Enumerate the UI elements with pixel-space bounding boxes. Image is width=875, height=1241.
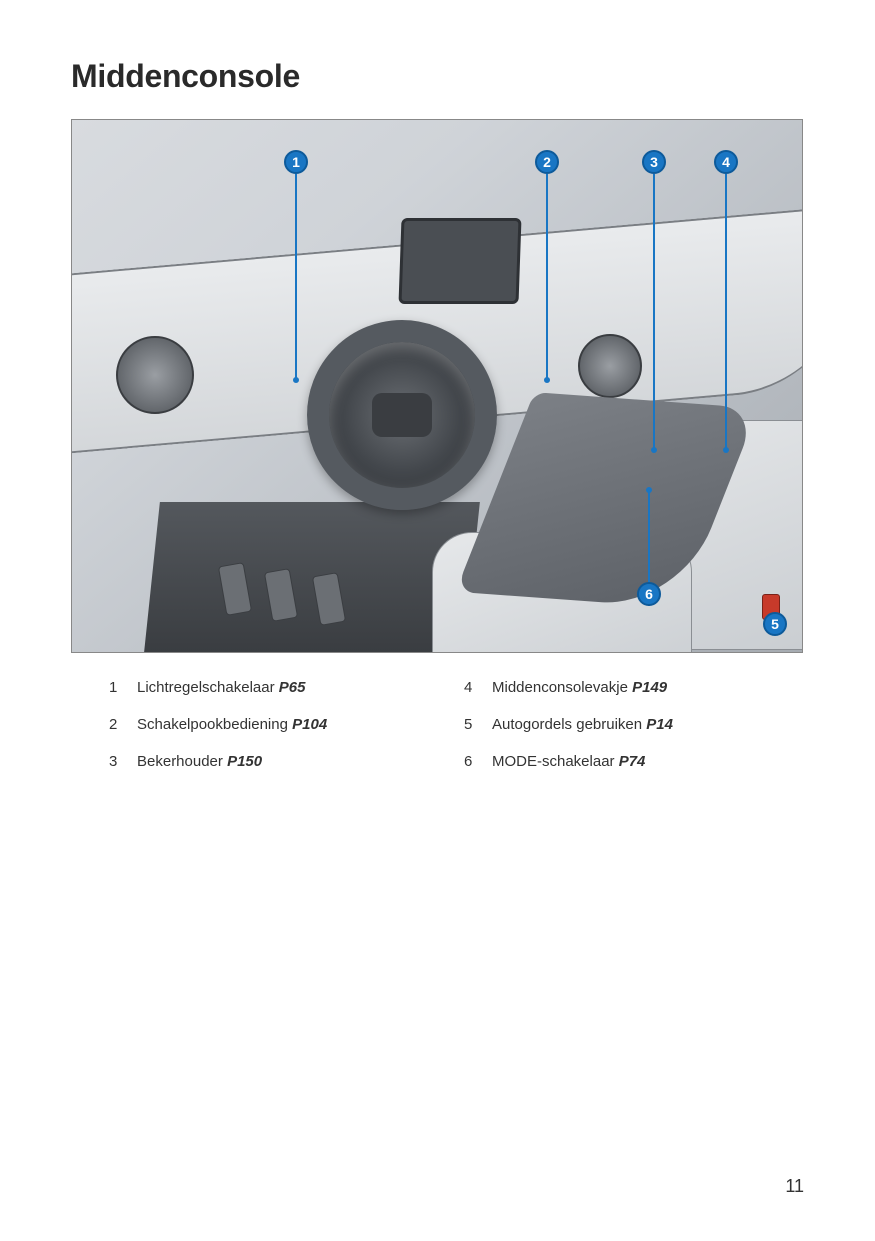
- legend-item-number: 1: [109, 679, 137, 696]
- legend-item-pageref: P150: [227, 753, 262, 770]
- callout-leader: [295, 174, 297, 380]
- legend-item-text: Bekerhouder P150: [137, 753, 464, 770]
- legend-item-number: 2: [109, 716, 137, 733]
- legend-item-pageref: P65: [279, 679, 306, 696]
- callout-leader-dot: [723, 447, 729, 453]
- callout-leader-dot: [651, 447, 657, 453]
- callout-leader: [546, 174, 548, 380]
- legend-item-pageref: P104: [292, 716, 327, 733]
- steering-wheel: [307, 320, 497, 510]
- legend-item: 2Schakelpookbediening P104: [109, 716, 464, 733]
- callout-leader-dot: [544, 377, 550, 383]
- callout-leader: [725, 174, 727, 450]
- legend-item: 1Lichtregelschakelaar P65: [109, 679, 464, 696]
- legend-item-pageref: P74: [619, 753, 646, 770]
- callout-marker-2: 2: [535, 150, 559, 174]
- legend-item-text: Middenconsolevakje P149: [492, 679, 819, 696]
- callout-leader-dot: [293, 377, 299, 383]
- legend-item-pageref: P149: [632, 679, 667, 696]
- legend-item-text: Schakelpookbediening P104: [137, 716, 464, 733]
- callout-marker-5: 5: [763, 612, 787, 636]
- legend-item-number: 6: [464, 753, 492, 770]
- legend-item-text: Autogordels gebruiken P14: [492, 716, 819, 733]
- legend-item: 3Bekerhouder P150: [109, 753, 464, 770]
- page-title: Middenconsole: [71, 58, 804, 95]
- callout-marker-6: 6: [637, 582, 661, 606]
- infotainment-screen: [398, 218, 521, 304]
- legend-item: 6MODE-schakelaar P74: [464, 753, 819, 770]
- air-vent-left: [116, 336, 194, 414]
- legend-item-number: 3: [109, 753, 137, 770]
- legend-item-text: MODE-schakelaar P74: [492, 753, 819, 770]
- callout-leader: [653, 174, 655, 450]
- callout-leader-dot: [646, 487, 652, 493]
- interior-diagram: 1 2 3 4 5 6: [71, 119, 803, 653]
- legend-item: 5Autogordels gebruiken P14: [464, 716, 819, 733]
- legend-item: 4Middenconsolevakje P149: [464, 679, 819, 696]
- page-number: 11: [785, 1176, 804, 1197]
- callout-marker-4: 4: [714, 150, 738, 174]
- callout-marker-3: 3: [642, 150, 666, 174]
- callout-marker-1: 1: [284, 150, 308, 174]
- legend-item-number: 5: [464, 716, 492, 733]
- legend-item-text: Lichtregelschakelaar P65: [137, 679, 464, 696]
- air-vent-right: [578, 334, 642, 398]
- legend-item-pageref: P14: [646, 716, 673, 733]
- legend: 1Lichtregelschakelaar P654Middenconsolev…: [109, 679, 804, 770]
- legend-item-number: 4: [464, 679, 492, 696]
